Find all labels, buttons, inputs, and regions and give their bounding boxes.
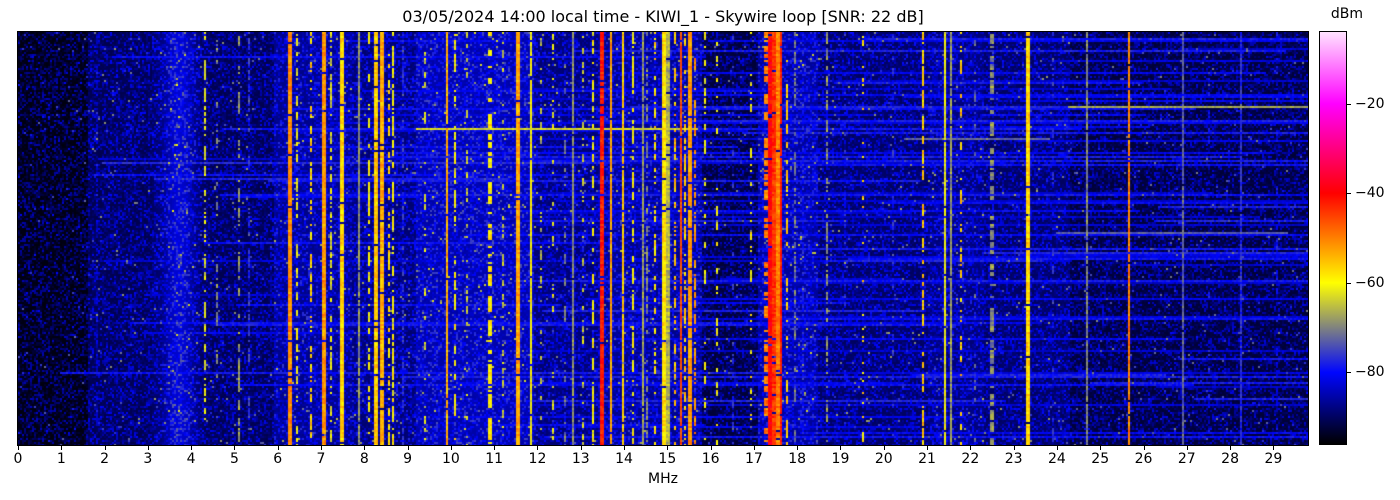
x-tick-label: 15 — [658, 451, 677, 467]
x-axis-tick — [710, 446, 712, 450]
x-tick-label: 23 — [1004, 451, 1023, 467]
x-tick-label: 12 — [528, 451, 547, 467]
x-tick-label: 13 — [571, 451, 590, 467]
x-tick-label: 28 — [1221, 451, 1239, 467]
x-axis-tick — [970, 446, 972, 450]
x-tick-label: 29 — [1264, 451, 1283, 467]
colorbar-label: dBm — [1330, 6, 1364, 22]
colorbar-tick-label: −60 — [1355, 274, 1385, 291]
plot-title: 03/05/2024 14:00 local time - KIWI_1 - S… — [402, 7, 924, 26]
x-axis-tick — [407, 446, 409, 450]
x-tick-label: 24 — [1048, 451, 1066, 467]
x-axis-tick — [450, 446, 452, 450]
x-tick-label: 16 — [701, 451, 720, 467]
x-axis-tick — [797, 446, 799, 450]
x-tick-label: 1 — [56, 451, 66, 467]
colorbar-tick — [1347, 193, 1351, 195]
x-axis-tick — [1013, 446, 1015, 450]
x-tick-label: 19 — [831, 451, 850, 467]
x-axis-tick — [147, 446, 149, 450]
colorbar-tick-label: −40 — [1355, 185, 1385, 202]
x-tick-label: 3 — [143, 451, 153, 467]
colorbar-gradient — [1319, 31, 1347, 445]
x-tick-label: 5 — [229, 451, 239, 467]
x-axis-tick — [321, 446, 323, 450]
x-tick-label: 11 — [485, 451, 504, 467]
colorbar-tick — [1347, 372, 1351, 374]
x-axis-tick — [1100, 446, 1102, 450]
x-axis-tick — [494, 446, 496, 450]
waterfall-canvas — [18, 32, 1308, 445]
x-axis-tick — [61, 446, 63, 450]
waterfall-plot — [17, 31, 1309, 446]
x-axis-tick — [1273, 446, 1275, 450]
x-axis-tick — [840, 446, 842, 450]
x-axis-tick — [277, 446, 279, 450]
x-axis-tick — [191, 446, 193, 450]
x-tick-label: 8 — [359, 451, 369, 467]
x-axis-tick — [1056, 446, 1058, 450]
x-tick-label: 9 — [403, 451, 413, 467]
x-axis-tick — [753, 446, 755, 450]
colorbar-tick — [1347, 282, 1351, 284]
x-tick-label: 0 — [13, 451, 23, 467]
x-tick-label: 14 — [615, 451, 633, 467]
x-tick-label: 20 — [874, 451, 893, 467]
x-axis-tick — [1186, 446, 1188, 450]
x-tick-label: 10 — [441, 451, 460, 467]
x-axis-tick — [234, 446, 236, 450]
x-axis-tick — [580, 446, 582, 450]
x-axis-label: MHz — [648, 471, 678, 487]
x-tick-label: 17 — [744, 451, 763, 467]
x-tick-label: 22 — [961, 451, 980, 467]
x-tick-label: 7 — [316, 451, 326, 467]
x-axis-tick — [667, 446, 669, 450]
colorbar-tick-label: −80 — [1355, 364, 1385, 381]
x-axis-tick — [883, 446, 885, 450]
colorbar-tick — [1347, 103, 1351, 105]
x-axis-tick — [18, 446, 19, 450]
x-tick-label: 25 — [1091, 451, 1110, 467]
x-axis-tick — [364, 446, 366, 450]
x-axis-tick — [537, 446, 539, 450]
x-tick-label: 27 — [1177, 451, 1196, 467]
x-axis-tick — [1143, 446, 1145, 450]
x-axis-tick — [104, 446, 106, 450]
x-tick-label: 2 — [100, 451, 110, 467]
x-axis-tick — [1230, 446, 1232, 450]
x-tick-label: 21 — [918, 451, 936, 467]
x-tick-label: 4 — [186, 451, 196, 467]
x-axis-tick — [624, 446, 626, 450]
colorbar-tick-label: −20 — [1355, 95, 1385, 112]
x-tick-label: 6 — [273, 451, 283, 467]
x-tick-label: 26 — [1134, 451, 1153, 467]
x-axis-tick — [927, 446, 929, 450]
x-tick-label: 18 — [788, 451, 807, 467]
